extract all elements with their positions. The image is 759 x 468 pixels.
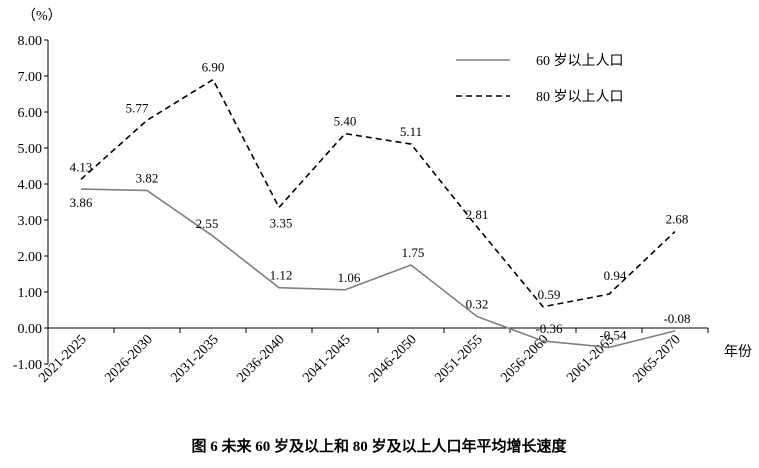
x-tick-label: 2021-2025 — [36, 332, 90, 386]
x-tick-label: 2046-2050 — [366, 332, 420, 386]
x-tick-label: 2031-2035 — [168, 332, 222, 386]
chart-caption: 图 6 未来 60 岁及以上和 80 岁及以上人口年平均增长速度 — [191, 437, 567, 455]
data-label: 1.75 — [402, 245, 425, 260]
data-label: -0.54 — [599, 327, 627, 342]
data-label: -0.36 — [535, 321, 563, 336]
data-label: 2.55 — [196, 216, 219, 231]
data-label: 1.06 — [338, 270, 361, 285]
data-label: 2.68 — [666, 212, 689, 227]
y-tick-label: 4.00 — [18, 178, 43, 193]
y-tick-label: 3.00 — [18, 214, 43, 229]
data-label: 5.77 — [126, 100, 149, 115]
y-tick-label: -1.00 — [13, 358, 42, 373]
data-label: -0.08 — [663, 311, 690, 326]
data-label: 0.32 — [466, 296, 489, 311]
data-label: 3.35 — [270, 215, 293, 230]
x-tick-label: 2026-2030 — [102, 332, 156, 386]
data-label: 0.59 — [538, 287, 561, 302]
x-tick-label: 2041-2045 — [300, 332, 354, 386]
data-label: 2.81 — [466, 207, 489, 222]
data-label: 4.13 — [70, 159, 93, 174]
data-label: 6.90 — [202, 60, 225, 75]
legend-label-1: 60 岁以上人口 — [536, 53, 624, 69]
y-tick-label: 8.00 — [18, 34, 43, 49]
x-axis-label: 年份 — [724, 344, 752, 360]
y-tick-label: 1.00 — [18, 286, 43, 301]
series-line-1 — [80, 188, 676, 349]
legend-label-2: 80 岁以上人口 — [536, 89, 624, 105]
data-label: 5.40 — [334, 114, 357, 129]
x-tick-label: 2051-2055 — [432, 332, 486, 386]
data-label: 3.82 — [136, 170, 159, 185]
data-label: 0.94 — [604, 268, 627, 283]
y-tick-label: 2.00 — [18, 250, 43, 265]
series-line-2 — [80, 78, 676, 308]
data-label: 3.86 — [70, 195, 93, 210]
data-label: 1.12 — [270, 268, 293, 283]
y-tick-label: 7.00 — [18, 70, 43, 85]
y-tick-label: 0.00 — [18, 322, 43, 337]
y-tick-label: 6.00 — [18, 106, 43, 121]
y-tick-label: 5.00 — [18, 142, 43, 157]
x-tick-label: 2036-2040 — [234, 332, 288, 386]
unit-label: （%） — [22, 8, 62, 24]
data-label: 5.11 — [400, 124, 422, 139]
